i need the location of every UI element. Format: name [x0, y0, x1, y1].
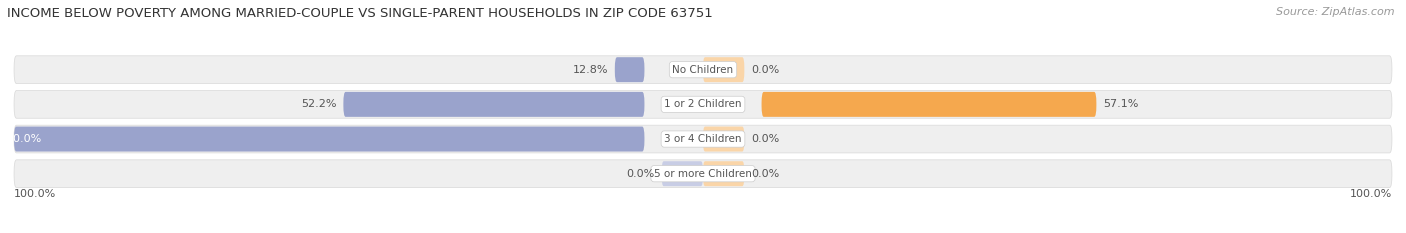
Text: 3 or 4 Children: 3 or 4 Children: [664, 134, 742, 144]
FancyBboxPatch shape: [14, 56, 1392, 84]
FancyBboxPatch shape: [14, 90, 1392, 118]
FancyBboxPatch shape: [14, 125, 1392, 153]
FancyBboxPatch shape: [14, 127, 644, 151]
Text: 100.0%: 100.0%: [14, 189, 56, 199]
FancyBboxPatch shape: [662, 161, 703, 186]
FancyBboxPatch shape: [703, 161, 744, 186]
Text: 100.0%: 100.0%: [0, 134, 42, 144]
Text: 57.1%: 57.1%: [1104, 99, 1139, 109]
Text: 5 or more Children: 5 or more Children: [654, 169, 752, 179]
FancyBboxPatch shape: [614, 57, 644, 82]
FancyBboxPatch shape: [703, 127, 744, 151]
Text: 1 or 2 Children: 1 or 2 Children: [664, 99, 742, 109]
Text: No Children: No Children: [672, 65, 734, 75]
FancyBboxPatch shape: [14, 160, 1392, 188]
Text: 0.0%: 0.0%: [751, 134, 779, 144]
FancyBboxPatch shape: [762, 92, 1097, 117]
Text: 100.0%: 100.0%: [1350, 189, 1392, 199]
Text: 52.2%: 52.2%: [301, 99, 336, 109]
FancyBboxPatch shape: [343, 92, 644, 117]
Text: INCOME BELOW POVERTY AMONG MARRIED-COUPLE VS SINGLE-PARENT HOUSEHOLDS IN ZIP COD: INCOME BELOW POVERTY AMONG MARRIED-COUPL…: [7, 7, 713, 20]
Text: Source: ZipAtlas.com: Source: ZipAtlas.com: [1277, 7, 1395, 17]
Text: 12.8%: 12.8%: [572, 65, 607, 75]
Text: 0.0%: 0.0%: [627, 169, 655, 179]
Text: 0.0%: 0.0%: [751, 169, 779, 179]
FancyBboxPatch shape: [703, 57, 744, 82]
Text: 0.0%: 0.0%: [751, 65, 779, 75]
